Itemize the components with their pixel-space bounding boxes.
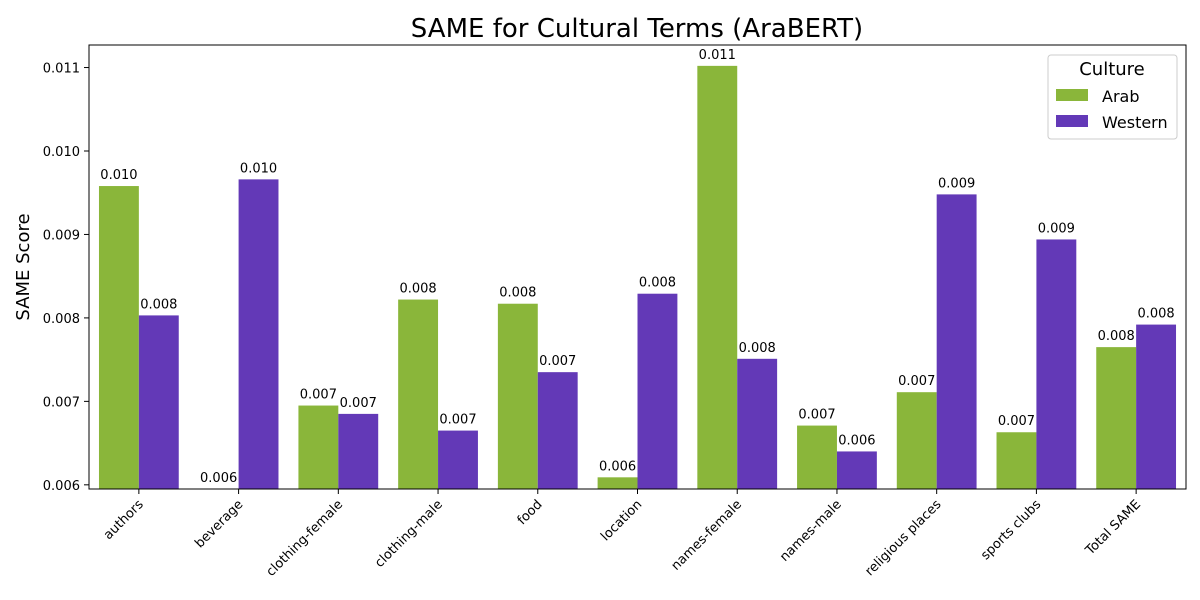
y-tick-label: 0.008 bbox=[43, 312, 80, 327]
y-axis: 0.006 0.007 0.008 0.009 0.010 0.011 bbox=[43, 62, 89, 494]
bar-western-clothing-male bbox=[438, 430, 478, 489]
y-axis-title: SAME Score bbox=[13, 213, 34, 320]
x-axis: authors beverage clothing-female clothing-m… bbox=[101, 489, 1144, 580]
x-tick-label-beverage: beverage bbox=[192, 497, 246, 551]
x-tick-label-clothing-female: clothing-female bbox=[264, 497, 346, 579]
data-label-arab-sports-clubs: 0.007 bbox=[998, 414, 1035, 429]
data-label-arab-beverage: 0.006 bbox=[200, 471, 237, 486]
data-label-arab-clothing-female: 0.007 bbox=[300, 388, 337, 403]
bar-arab-authors bbox=[98, 186, 139, 490]
data-label-western-food: 0.007 bbox=[539, 354, 576, 369]
bar-arab-clothing-female bbox=[298, 405, 339, 489]
bar-western-sports-clubs bbox=[1036, 239, 1077, 489]
data-label-arab-clothing-male: 0.008 bbox=[399, 282, 436, 297]
y-tick-label: 0.011 bbox=[43, 62, 80, 77]
bar-western-authors bbox=[138, 315, 179, 489]
data-label-western-total-same: 0.008 bbox=[1137, 307, 1174, 322]
data-label-arab-religious-places: 0.007 bbox=[898, 374, 935, 389]
legend-label-arab: Arab bbox=[1102, 87, 1139, 106]
data-label-western-names-male: 0.006 bbox=[838, 433, 875, 448]
data-label-western-clothing-male: 0.007 bbox=[439, 413, 476, 428]
data-label-arab-location: 0.006 bbox=[599, 459, 636, 474]
data-label-arab-total-same: 0.008 bbox=[1098, 329, 1135, 344]
x-tick-label-names-female: names-female bbox=[669, 497, 745, 573]
bar-western-religious-places bbox=[936, 194, 977, 489]
bar-arab-names-male bbox=[797, 425, 837, 489]
bar-arab-sports-clubs bbox=[996, 432, 1037, 489]
bar-western-names-male bbox=[836, 451, 877, 489]
bar-western-clothing-female bbox=[338, 413, 379, 489]
legend-swatch-arab bbox=[1056, 89, 1088, 101]
y-tick-label: 0.006 bbox=[43, 479, 80, 494]
legend-title: Culture bbox=[1079, 59, 1145, 80]
data-label-arab-food: 0.008 bbox=[499, 286, 536, 301]
y-tick-label: 0.010 bbox=[43, 145, 80, 160]
bar-western-location bbox=[637, 293, 678, 489]
y-tick-label: 0.007 bbox=[43, 395, 80, 410]
x-tick-label-total-same: Total SAME bbox=[1082, 497, 1144, 559]
data-label-western-names-female: 0.008 bbox=[739, 341, 776, 356]
data-label-western-beverage: 0.010 bbox=[240, 161, 277, 176]
data-label-western-religious-places: 0.009 bbox=[938, 176, 975, 191]
x-tick-label-names-male: names-male bbox=[777, 497, 845, 565]
legend-label-western: Western bbox=[1102, 113, 1168, 132]
x-tick-label-authors: authors bbox=[101, 497, 147, 543]
bar-arab-food bbox=[497, 303, 538, 489]
x-tick-label-clothing-male: clothing-male bbox=[372, 497, 446, 571]
data-label-arab-authors: 0.010 bbox=[100, 168, 137, 183]
data-label-western-location: 0.008 bbox=[639, 276, 676, 291]
chart-title: SAME for Cultural Terms (AraBERT) bbox=[411, 14, 863, 44]
bars-layer bbox=[98, 65, 1177, 490]
x-tick-label-religious-places: religious places bbox=[862, 497, 944, 579]
bar-western-food bbox=[537, 372, 578, 489]
bar-western-beverage bbox=[238, 179, 279, 490]
data-label-arab-names-male: 0.007 bbox=[798, 408, 835, 423]
bar-arab-total-same bbox=[1096, 347, 1137, 489]
bar-arab-location bbox=[597, 477, 638, 489]
data-label-western-authors: 0.008 bbox=[140, 297, 177, 312]
data-label-western-clothing-female: 0.007 bbox=[340, 396, 377, 411]
legend: Culture Arab Western bbox=[1047, 54, 1178, 140]
bar-arab-names-female bbox=[697, 65, 738, 490]
bar-arab-clothing-male bbox=[398, 299, 439, 489]
legend-swatch-western bbox=[1056, 115, 1088, 127]
y-tick-label: 0.009 bbox=[43, 228, 80, 243]
x-tick-label-sports-clubs: sports clubs bbox=[978, 497, 1044, 563]
x-tick-label-food: food bbox=[515, 497, 546, 528]
bar-western-total-same bbox=[1136, 324, 1177, 489]
data-label-western-sports-clubs: 0.009 bbox=[1038, 221, 1075, 236]
data-label-arab-names-female: 0.011 bbox=[699, 48, 736, 63]
bar-western-names-female bbox=[737, 358, 778, 489]
bar-arab-religious-places bbox=[896, 392, 937, 489]
x-tick-label-location: location bbox=[598, 497, 645, 544]
